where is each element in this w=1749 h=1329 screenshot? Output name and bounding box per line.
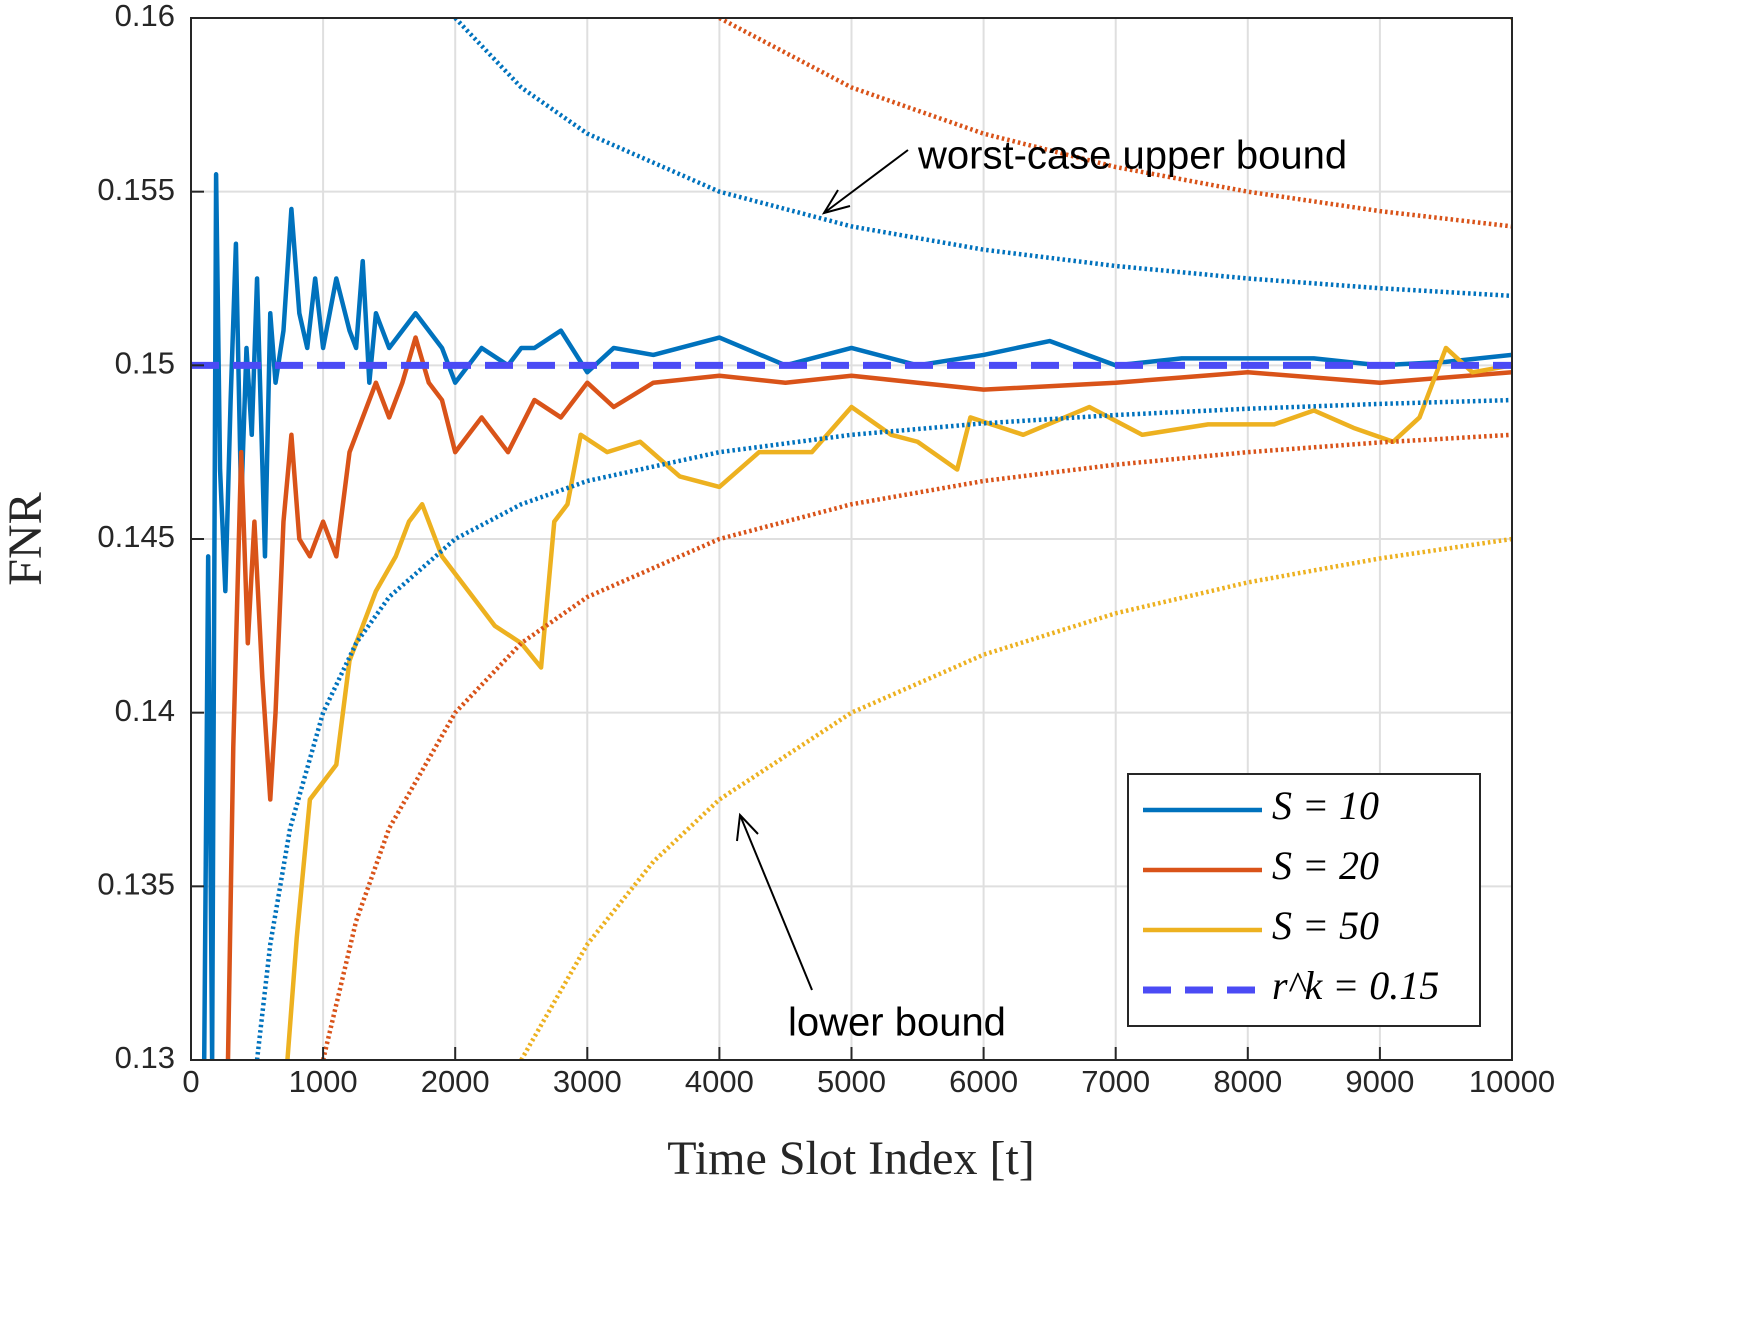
series-line bbox=[285, 345, 1512, 1060]
y-tick-label: 0.135 bbox=[97, 867, 175, 902]
series-line bbox=[718, 18, 1512, 229]
x-tick-label: 10000 bbox=[1469, 1064, 1555, 1099]
series-line bbox=[254, 397, 1512, 1060]
arrow bbox=[823, 149, 909, 214]
y-tick-label: 0.15 bbox=[115, 346, 175, 381]
legend-box bbox=[1127, 773, 1481, 1027]
y-tick-label: 0.13 bbox=[115, 1040, 175, 1075]
x-tick-label: 2000 bbox=[421, 1064, 490, 1099]
x-tick-label: 6000 bbox=[949, 1064, 1018, 1099]
y-axis-label: FNR bbox=[0, 492, 52, 585]
x-tick-label: 5000 bbox=[817, 1064, 886, 1099]
series-line bbox=[225, 335, 1512, 1060]
x-tick-label: 8000 bbox=[1213, 1064, 1282, 1099]
y-tick-label: 0.145 bbox=[97, 519, 175, 554]
x-tick-label: 1000 bbox=[289, 1064, 358, 1099]
annotation: worst-case upper bound bbox=[917, 134, 1347, 178]
arrow bbox=[739, 814, 813, 991]
annotation-arrows bbox=[736, 149, 909, 991]
arrow-head bbox=[821, 189, 851, 215]
legend-label: r^k = 0.15 bbox=[1272, 963, 1439, 1008]
x-tick-label: 7000 bbox=[1081, 1064, 1150, 1099]
legend-label: S = 10 bbox=[1272, 783, 1379, 828]
x-tick-label: 9000 bbox=[1345, 1064, 1414, 1099]
series-line bbox=[453, 18, 1512, 299]
arrow-head bbox=[736, 812, 759, 842]
x-tick-label: 3000 bbox=[553, 1064, 622, 1099]
ticks: 0 1000 2000 3000 4000 5000 6000 7000 8000 9000 100… bbox=[97, 0, 1555, 1099]
series-line bbox=[320, 432, 1512, 1060]
annotation: lower bound bbox=[788, 1001, 1006, 1045]
y-tick-label: 0.16 bbox=[115, 0, 175, 33]
x-axis-label: Time Slot Index [t] bbox=[667, 1132, 1035, 1185]
y-tick-label: 0.14 bbox=[115, 693, 175, 728]
lines bbox=[191, 18, 1512, 1060]
legend-label: S = 20 bbox=[1272, 843, 1379, 888]
y-tick-label: 0.155 bbox=[97, 172, 175, 207]
x-tick-label: 4000 bbox=[685, 1064, 754, 1099]
legend-label: S = 50 bbox=[1272, 903, 1379, 948]
legend: S = 10 S = 20 S = 50 r^k = 0.15 bbox=[1127, 773, 1481, 1027]
x-tick-label: 0 bbox=[182, 1064, 199, 1099]
